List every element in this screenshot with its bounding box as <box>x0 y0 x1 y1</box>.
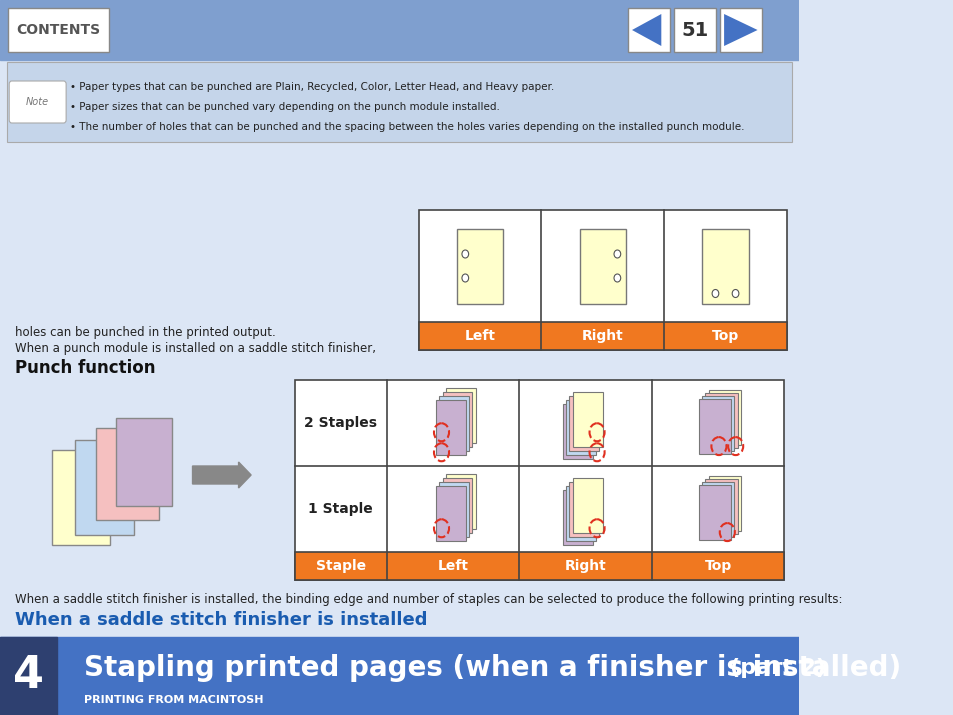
Bar <box>673 8 715 52</box>
Bar <box>701 229 748 303</box>
Polygon shape <box>708 475 740 531</box>
Polygon shape <box>438 395 469 450</box>
Polygon shape <box>704 478 737 533</box>
Polygon shape <box>562 490 592 545</box>
Text: Note: Note <box>26 97 50 107</box>
Circle shape <box>461 274 468 282</box>
FancyBboxPatch shape <box>115 418 172 506</box>
Circle shape <box>614 250 620 258</box>
Text: (part 2): (part 2) <box>729 658 825 678</box>
Text: 51: 51 <box>680 21 708 39</box>
Polygon shape <box>562 403 592 458</box>
Polygon shape <box>698 398 730 453</box>
Circle shape <box>711 290 718 297</box>
Bar <box>0 637 798 715</box>
Polygon shape <box>445 473 476 528</box>
Bar <box>418 322 786 350</box>
Text: When a punch module is installed on a saddle stitch finisher,: When a punch module is installed on a sa… <box>15 342 375 355</box>
Text: Top: Top <box>703 559 731 573</box>
Bar <box>7 62 791 142</box>
Polygon shape <box>569 395 598 450</box>
Polygon shape <box>572 478 602 533</box>
Polygon shape <box>565 485 596 541</box>
Text: Right: Right <box>564 559 606 573</box>
Bar <box>9 8 109 52</box>
Circle shape <box>614 274 620 282</box>
Bar <box>456 229 502 303</box>
Polygon shape <box>701 395 734 450</box>
Polygon shape <box>631 14 660 46</box>
FancyBboxPatch shape <box>75 440 133 535</box>
Text: Stapling printed pages (when a finisher is installed): Stapling printed pages (when a finisher … <box>84 654 900 682</box>
Polygon shape <box>708 390 740 445</box>
Polygon shape <box>701 481 734 536</box>
Text: holes can be punched in the printed output.: holes can be punched in the printed outp… <box>15 325 275 338</box>
Circle shape <box>731 290 739 297</box>
Text: PRINTING FROM MACINTOSH: PRINTING FROM MACINTOSH <box>84 695 263 705</box>
FancyBboxPatch shape <box>51 450 111 545</box>
Text: 4: 4 <box>13 654 44 698</box>
Text: When a saddle stitch finisher is installed, the binding edge and number of stapl: When a saddle stitch finisher is install… <box>15 593 841 606</box>
Bar <box>627 8 669 52</box>
Text: • Paper types that can be punched are Plain, Recycled, Color, Letter Head, and H: • Paper types that can be punched are Pl… <box>71 82 554 92</box>
Text: Left: Left <box>437 559 468 573</box>
Polygon shape <box>436 485 465 541</box>
Text: Right: Right <box>581 329 623 343</box>
Text: Staple: Staple <box>315 559 365 573</box>
Bar <box>418 210 786 350</box>
Bar <box>294 380 783 580</box>
FancyArrow shape <box>193 462 251 488</box>
Polygon shape <box>565 400 596 455</box>
Polygon shape <box>698 485 730 540</box>
FancyBboxPatch shape <box>10 81 66 123</box>
Polygon shape <box>704 393 737 448</box>
Bar <box>720 8 760 52</box>
Text: • The number of holes that can be punched and the spacing between the holes vari: • The number of holes that can be punche… <box>71 122 744 132</box>
Text: Top: Top <box>711 329 739 343</box>
Polygon shape <box>442 392 472 446</box>
Bar <box>0 637 57 715</box>
FancyBboxPatch shape <box>96 428 159 520</box>
Polygon shape <box>442 478 472 533</box>
Text: Left: Left <box>464 329 495 343</box>
Polygon shape <box>445 388 476 443</box>
Polygon shape <box>436 400 465 455</box>
Polygon shape <box>438 481 469 536</box>
Text: CONTENTS: CONTENTS <box>16 23 101 37</box>
Polygon shape <box>723 14 757 46</box>
Bar <box>294 552 783 580</box>
Text: Punch function: Punch function <box>15 359 155 377</box>
Text: • Paper sizes that can be punched vary depending on the punch module installed.: • Paper sizes that can be punched vary d… <box>71 102 499 112</box>
Text: When a saddle stitch finisher is installed: When a saddle stitch finisher is install… <box>15 611 427 629</box>
Bar <box>0 0 798 60</box>
Polygon shape <box>572 392 602 446</box>
Bar <box>579 229 625 303</box>
Polygon shape <box>569 481 598 536</box>
Circle shape <box>461 250 468 258</box>
Bar <box>0 60 798 637</box>
Text: 1 Staple: 1 Staple <box>308 502 373 516</box>
Text: 2 Staples: 2 Staples <box>304 416 376 430</box>
